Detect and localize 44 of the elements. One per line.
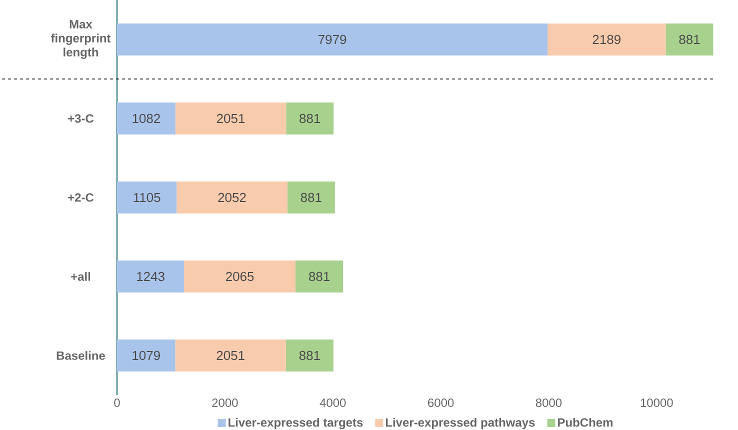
y-tick-label: Baseline: [56, 351, 106, 360]
bar: [176, 181, 288, 214]
x-tick-label: 8000: [536, 398, 562, 408]
data-label: 2051: [216, 350, 244, 360]
bar: [175, 339, 286, 372]
x-tick-label: 10000: [640, 398, 673, 408]
data-label: 1082: [132, 114, 160, 124]
bar: [117, 339, 176, 372]
data-label: 881: [299, 350, 320, 360]
bar: [296, 260, 344, 292]
data-label: 881: [300, 114, 320, 124]
data-label: 2052: [218, 192, 246, 202]
data-label: 1105: [134, 192, 160, 202]
data-label: 881: [679, 34, 700, 44]
data-label: 2051: [216, 114, 245, 124]
bar: [175, 102, 286, 134]
x-tick-label: 2000: [212, 398, 238, 408]
legend-label: Liver-expressed targets: [228, 418, 363, 430]
x-tick-label: 6000: [428, 398, 454, 408]
data-label: 1079: [132, 350, 160, 360]
bar: [286, 339, 334, 372]
y-tick-label: +all: [71, 272, 90, 281]
bar: [117, 102, 176, 134]
bar: [287, 181, 335, 214]
y-tick-label: +3-C: [68, 114, 94, 123]
y-tick-label: Max fingerprint length: [50, 20, 111, 59]
y-tick-label: +2-C: [68, 193, 94, 202]
x-tick-label: 0: [114, 398, 120, 408]
bar: [117, 260, 184, 292]
data-label: 2065: [226, 272, 254, 282]
legend-label: Liver-expressed pathways: [386, 418, 535, 430]
data-label: 7979: [318, 34, 346, 44]
data-label: 881: [309, 272, 330, 282]
data-label: 881: [300, 192, 322, 202]
bar: [117, 181, 177, 214]
bar: [286, 102, 334, 134]
bar: [548, 23, 666, 56]
legend-label: PubChem: [558, 418, 612, 427]
bar: [184, 260, 296, 292]
bar: [117, 23, 548, 56]
data-label: 2189: [592, 34, 620, 44]
x-tick-label: 4000: [320, 398, 346, 408]
bar: [666, 23, 714, 56]
data-label: 1243: [137, 272, 164, 282]
